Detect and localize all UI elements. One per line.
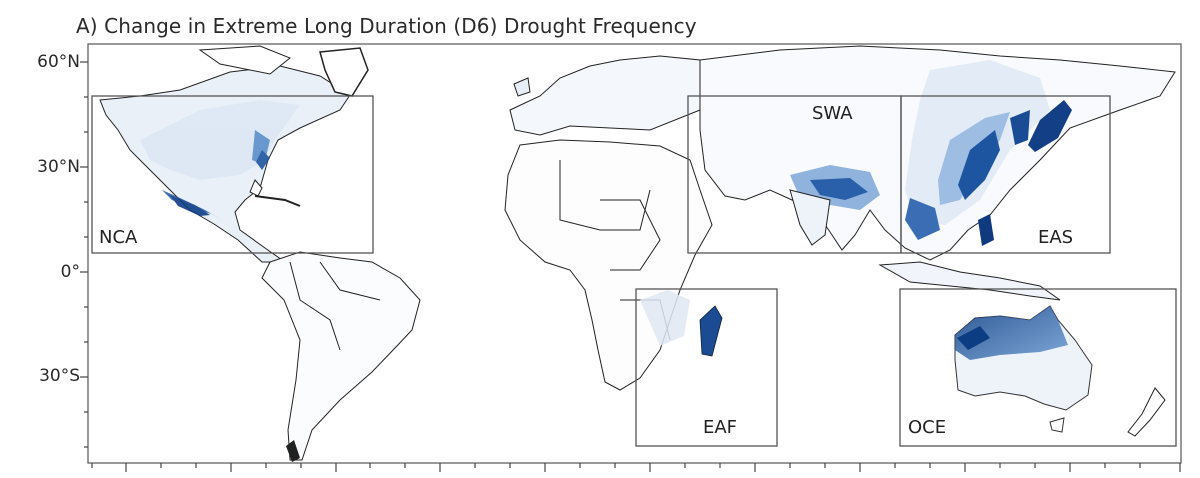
region-label-oce: OCE	[908, 417, 947, 438]
region-label-eas: EAS	[1038, 227, 1074, 248]
y-tick-label-30s: 30°S	[39, 366, 80, 386]
na-drought-shading	[140, 100, 300, 220]
australia	[954, 305, 1093, 433]
asia-drought-shading	[790, 60, 1072, 246]
region-box-nca	[91, 95, 374, 254]
south-america	[261, 251, 421, 461]
region-box-oce	[899, 288, 1177, 447]
india	[789, 189, 831, 246]
patagonia-coast	[286, 440, 300, 462]
maritime-se-asia	[878, 261, 1061, 301]
region-box-eaf	[635, 288, 778, 447]
figure-title: A) Change in Extreme Long Duration (D6) …	[76, 14, 697, 38]
y-tick-label-0: 0°	[60, 262, 80, 282]
region-label-swa: SWA	[812, 103, 853, 124]
region-boxes	[91, 95, 1177, 447]
y-tick-label-60n: 60°N	[37, 52, 80, 72]
y-axis-ticks	[80, 61, 88, 448]
x-axis-ticks	[91, 463, 1181, 472]
southern-africa-shading	[640, 290, 690, 346]
y-tick-label-30n: 30°N	[37, 157, 80, 177]
caribbean-islands	[254, 195, 301, 207]
region-label-nca: NCA	[99, 227, 138, 248]
region-label-eaf: EAF	[703, 417, 738, 438]
region-box-eas	[900, 95, 1111, 254]
madagascar	[699, 305, 723, 357]
new-zealand	[1127, 387, 1166, 437]
